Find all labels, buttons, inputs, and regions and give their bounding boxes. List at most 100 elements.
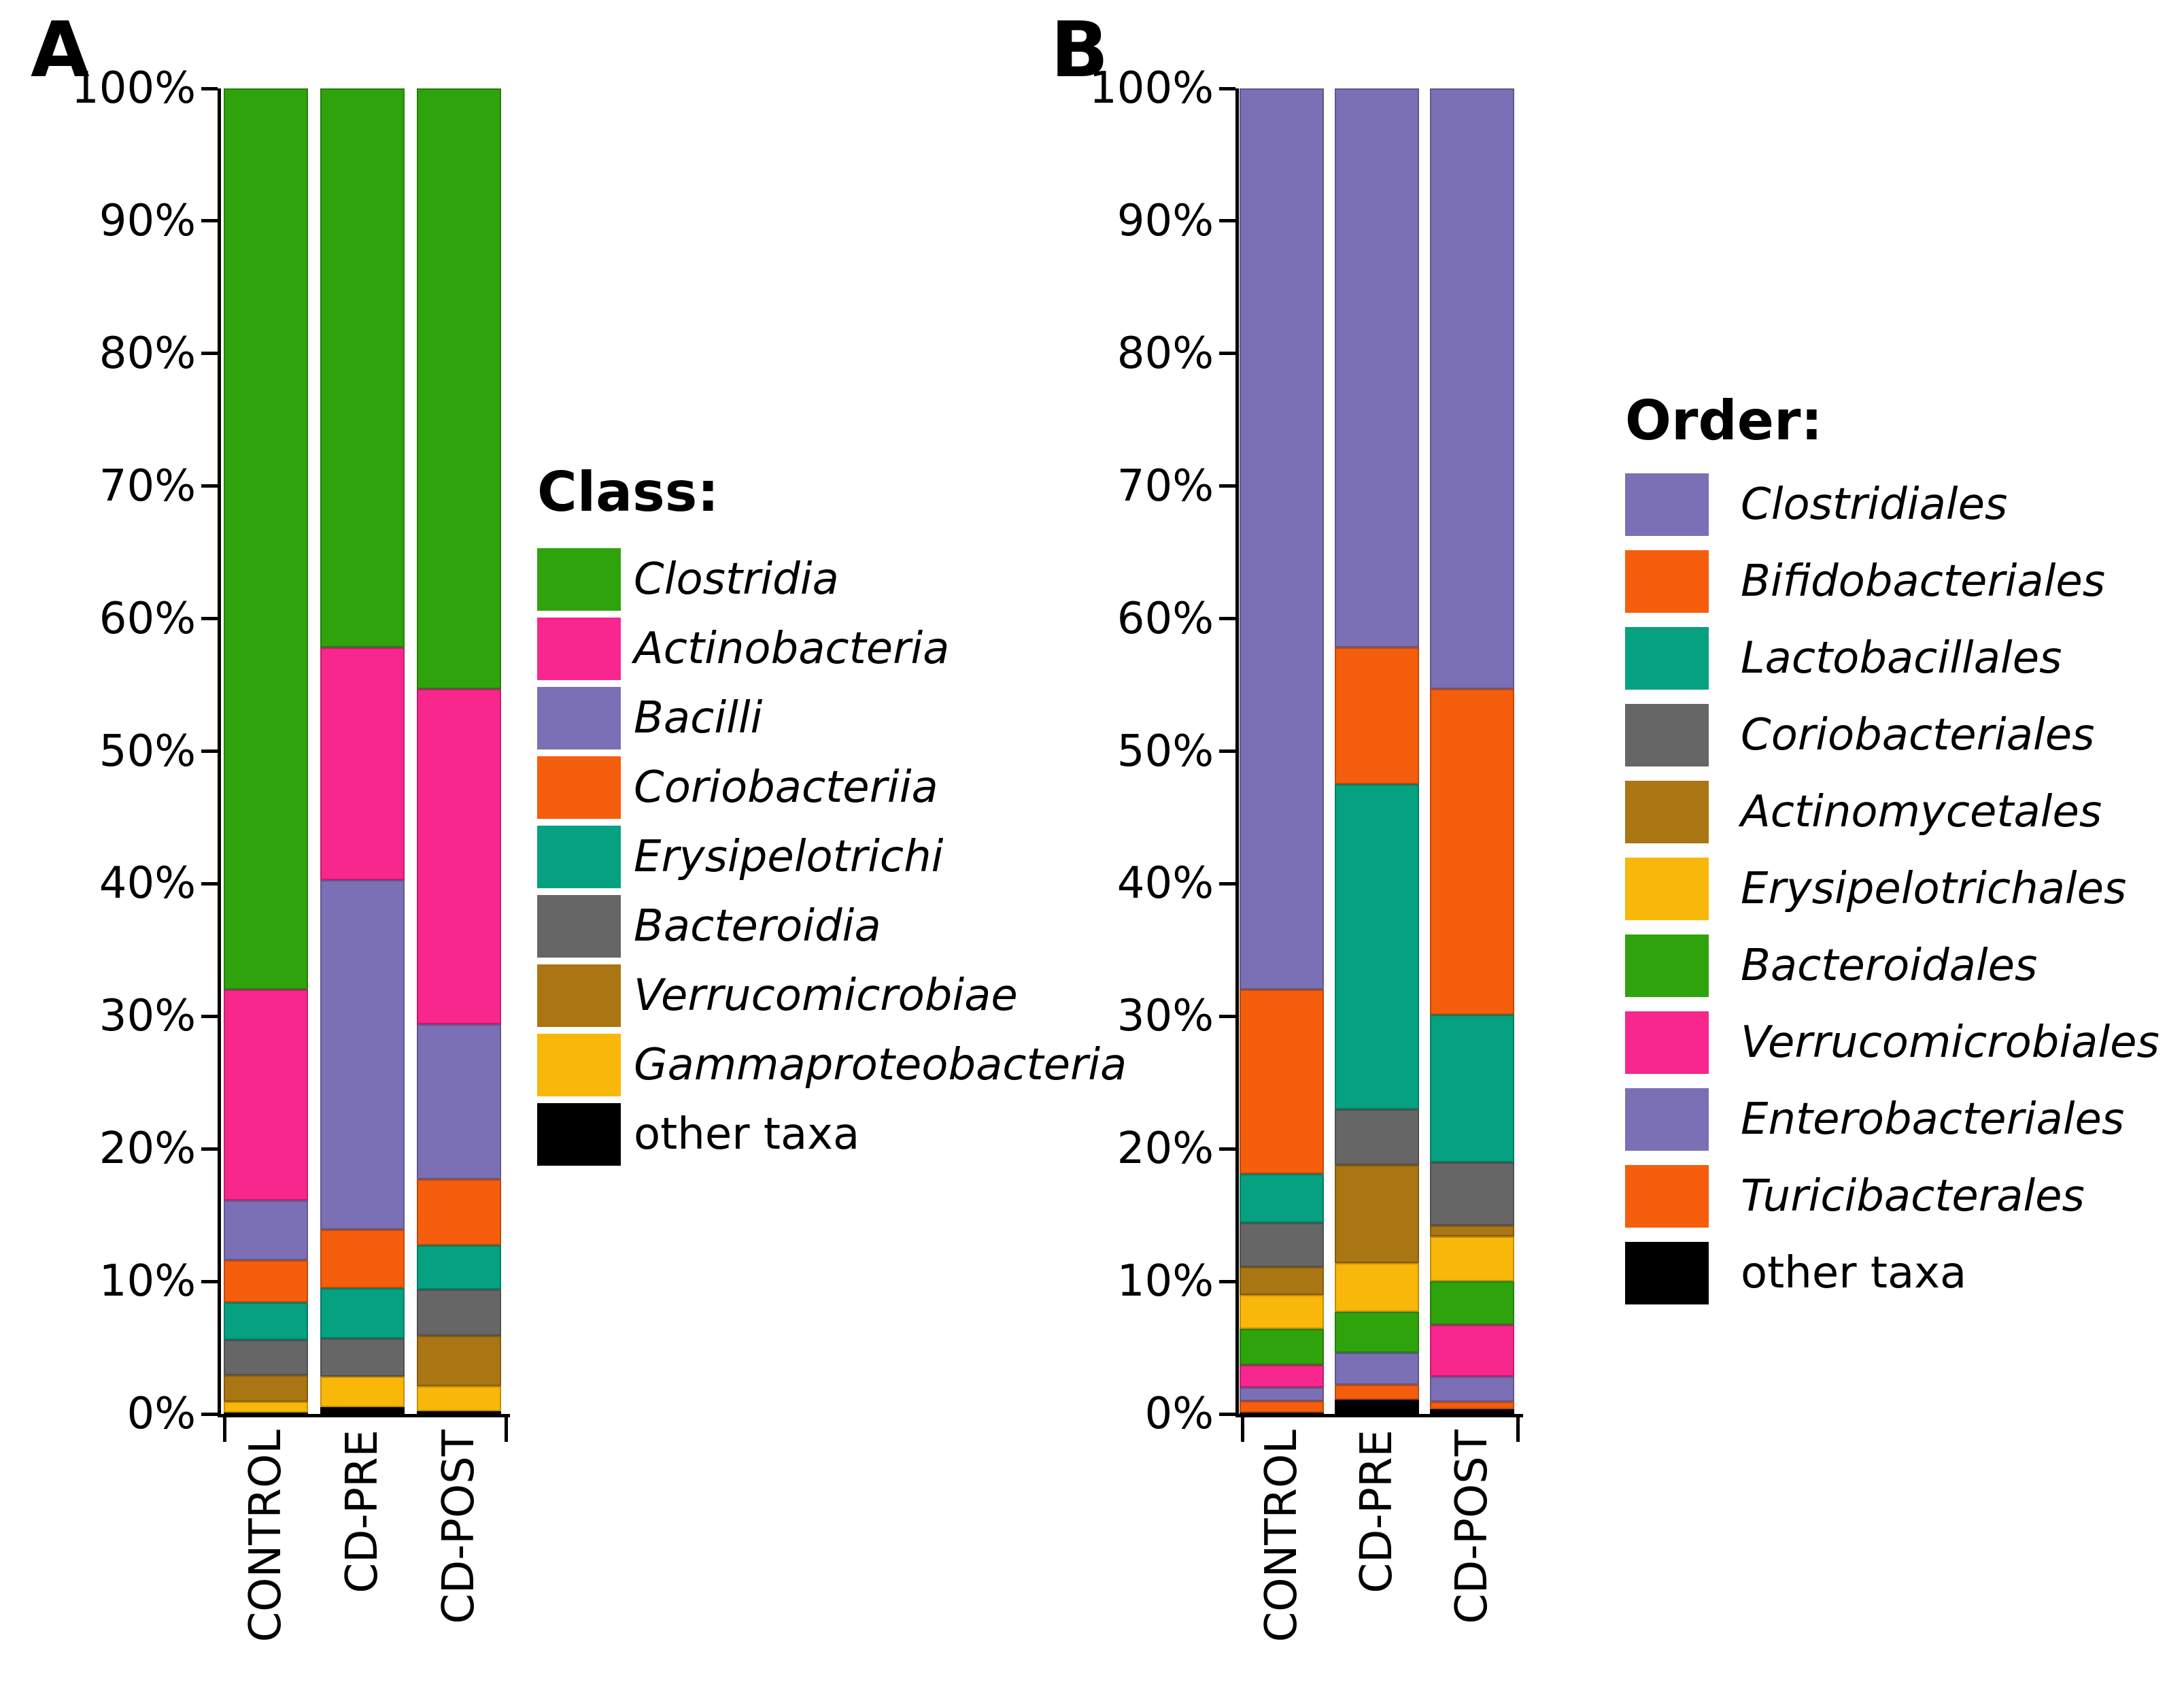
legend-swatch-gammaproteobacteria — [537, 1034, 621, 1096]
segment-actinomycetales-control — [1240, 1266, 1324, 1295]
y-tick — [201, 484, 218, 488]
segment-bacteroidia-cd-post — [417, 1289, 501, 1336]
x-axis-spine — [1235, 1414, 1523, 1417]
segment-other-taxa-control — [1240, 1412, 1324, 1414]
panel-a-label: A — [31, 6, 90, 95]
y-tick — [1219, 86, 1235, 90]
x-tick-label-cd-post: CD-POST — [1447, 1430, 1497, 1624]
y-tick-label: 20% — [99, 1124, 196, 1175]
y-tick-label: 60% — [99, 593, 196, 644]
legend-item-bacteroidia: Bacteroidia — [634, 901, 881, 951]
legend-swatch-bacteroidales — [1625, 934, 1709, 997]
y-tick-label: 50% — [1116, 726, 1214, 777]
segment-clostridia-control — [224, 88, 308, 990]
legend-item-clostridia: Clostridia — [634, 554, 839, 605]
y-tick — [1219, 352, 1235, 356]
legend-swatch-verrucomicrobiales — [1625, 1011, 1709, 1074]
y-tick-label: 10% — [1116, 1256, 1214, 1307]
segment-coriobacteriia-cd-post — [417, 1179, 501, 1246]
x-axis-end-tick — [505, 1417, 508, 1442]
bar-cd-pre — [1335, 88, 1419, 1414]
y-tick-label: 30% — [1116, 991, 1214, 1042]
legend-swatch-clostridia — [537, 548, 621, 611]
x-axis-spine — [218, 1414, 510, 1417]
segment-coriobacteriales-cd-post — [1430, 1162, 1514, 1226]
segment-gammaproteobacteria-control — [224, 1402, 308, 1413]
segment-erysipelotrichales-cd-pre — [1335, 1262, 1419, 1312]
legend-swatch-bacteroidia — [537, 895, 621, 958]
x-tick-label-cd-pre: CD-PRE — [337, 1430, 388, 1594]
segment-verrucomicrobiales-control — [1240, 1364, 1324, 1387]
segment-other-taxa-cd-post — [1430, 1409, 1514, 1414]
segment-bacilli-cd-pre — [320, 879, 405, 1230]
legend-item-actinomycetales: Actinomycetales — [1741, 787, 2102, 837]
segment-coriobacteriia-cd-pre — [320, 1230, 405, 1288]
segment-bifidobacteriales-cd-post — [1430, 688, 1514, 1015]
segment-bacilli-control — [224, 1200, 308, 1260]
x-tick-label-cd-pre: CD-PRE — [1352, 1430, 1402, 1594]
segment-actinomycetales-cd-post — [1430, 1226, 1514, 1236]
legend-swatch-coriobacteriia — [537, 756, 621, 819]
panel-b-label: B — [1051, 6, 1109, 95]
segment-erysipelotrichales-control — [1240, 1294, 1324, 1330]
segment-verrucomicrobiae-cd-post — [417, 1335, 501, 1387]
y-tick — [1219, 1147, 1235, 1151]
y-tick-label: 0% — [1144, 1389, 1214, 1439]
bar-cd-post — [1430, 88, 1514, 1414]
segment-coriobacteriales-cd-pre — [1335, 1109, 1419, 1165]
legend-item-verrucomicrobiae: Verrucomicrobiae — [634, 971, 1018, 1021]
y-tick-label: 40% — [1116, 858, 1214, 909]
legend-item-other-taxa: other taxa — [634, 1109, 860, 1160]
x-axis-end-tick — [223, 1417, 226, 1442]
y-tick-label: 10% — [99, 1256, 196, 1307]
segment-actinobacteria-cd-post — [417, 688, 501, 1024]
segment-enterobacteriales-control — [1240, 1387, 1324, 1402]
segment-clostridiales-cd-post — [1430, 88, 1514, 689]
segment-turicibacterales-cd-pre — [1335, 1385, 1419, 1400]
x-axis-end-tick — [1241, 1417, 1244, 1442]
legend-swatch-bacilli — [537, 687, 621, 749]
segment-other-taxa-cd-post — [417, 1411, 501, 1414]
y-tick-label: 90% — [99, 195, 196, 246]
bar-control — [224, 88, 308, 1414]
legend-swatch-other-taxa — [537, 1103, 621, 1166]
y-tick-label: 100% — [71, 63, 196, 114]
segment-bifidobacteriales-cd-pre — [1335, 647, 1419, 785]
segment-clostridiales-cd-pre — [1335, 88, 1419, 648]
y-tick — [201, 1014, 218, 1018]
segment-erysipelotrichi-cd-pre — [320, 1287, 405, 1338]
legend-item-bacilli: Bacilli — [634, 693, 763, 743]
y-tick-label: 80% — [1116, 328, 1214, 379]
legend-item-turicibacterales: Turicibacterales — [1741, 1171, 2085, 1221]
y-tick — [1219, 749, 1235, 753]
y-tick — [1219, 617, 1235, 621]
segment-other-taxa-cd-pre — [320, 1407, 405, 1414]
legend-item-verrucomicrobiales: Verrucomicrobiales — [1741, 1017, 2160, 1068]
y-tick-label: 40% — [99, 858, 196, 909]
legend-item-clostridiales: Clostridiales — [1741, 479, 2008, 530]
legend-item-erysipelotrichi: Erysipelotrichi — [634, 832, 944, 882]
segment-actinomycetales-cd-pre — [1335, 1164, 1419, 1263]
segment-clostridia-cd-pre — [320, 88, 405, 648]
segment-coriobacteriales-control — [1240, 1223, 1324, 1267]
legend-swatch-enterobacteriales — [1625, 1088, 1709, 1151]
y-tick-label: 100% — [1089, 63, 1214, 114]
y-tick — [1219, 219, 1235, 223]
segment-bacteroidia-cd-pre — [320, 1338, 405, 1377]
x-tick-label-cd-post: CD-POST — [434, 1430, 484, 1624]
legend-title-class: Class: — [537, 460, 719, 524]
legend-swatch-clostridiales — [1625, 473, 1709, 536]
legend-swatch-actinomycetales — [1625, 781, 1709, 843]
y-tick-label: 0% — [126, 1389, 196, 1439]
segment-lactobacillales-cd-pre — [1335, 784, 1419, 1109]
segment-actinobacteria-control — [224, 990, 308, 1201]
y-tick — [201, 1412, 218, 1416]
bar-cd-post — [417, 88, 501, 1414]
y-tick — [201, 86, 218, 90]
y-tick — [201, 617, 218, 621]
segment-verrucomicrobiae-control — [224, 1375, 308, 1402]
y-tick-label: 30% — [99, 991, 196, 1042]
legend-item-bacteroidales: Bacteroidales — [1741, 941, 2038, 991]
y-tick — [201, 881, 218, 886]
